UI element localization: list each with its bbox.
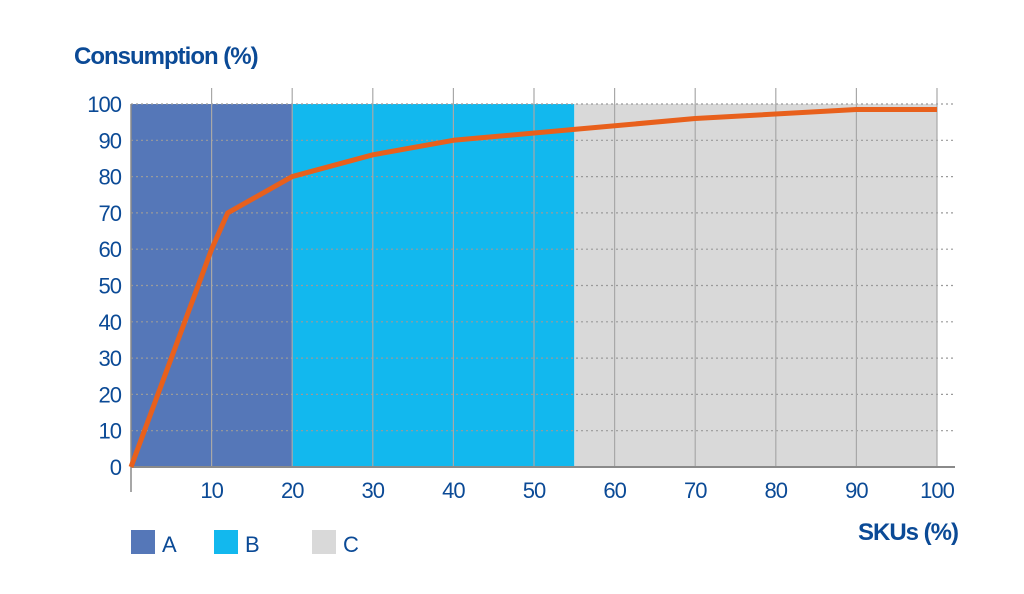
legend-swatch-c bbox=[312, 530, 336, 554]
y-tick-label: 40 bbox=[99, 310, 122, 335]
y-tick-label: 50 bbox=[99, 274, 122, 299]
x-tick-label: 40 bbox=[442, 478, 465, 503]
legend-swatch-b bbox=[214, 530, 238, 554]
x-tick-label: 100 bbox=[920, 478, 954, 503]
legend-label-a: A bbox=[162, 532, 177, 557]
legend-label-c: C bbox=[343, 532, 359, 557]
x-tick-label: 30 bbox=[362, 478, 385, 503]
x-tick-label: 90 bbox=[845, 478, 868, 503]
x-axis-title: SKUs (%) bbox=[858, 519, 958, 546]
x-tick-label: 70 bbox=[684, 478, 707, 503]
x-tick-label: 10 bbox=[200, 478, 223, 503]
y-tick-label: 30 bbox=[99, 346, 122, 371]
x-tick-label: 60 bbox=[603, 478, 626, 503]
y-tick-label: 20 bbox=[99, 382, 122, 407]
legend: A B C bbox=[131, 530, 360, 557]
x-tick-label: 80 bbox=[765, 478, 788, 503]
x-tick-label: 20 bbox=[281, 478, 304, 503]
y-tick-label: 90 bbox=[99, 128, 122, 153]
y-tick-label: 80 bbox=[99, 165, 122, 190]
y-tick-label: 70 bbox=[99, 201, 122, 226]
x-tick-label: 50 bbox=[523, 478, 546, 503]
y-tick-label: 10 bbox=[99, 419, 122, 444]
y-tick-label: 0 bbox=[110, 455, 122, 480]
y-tick-label: 100 bbox=[87, 92, 121, 117]
y-axis-title: Consumption (%) bbox=[74, 43, 258, 70]
consumption-curve bbox=[128, 106, 937, 468]
y-tick-label: 60 bbox=[99, 237, 122, 262]
legend-swatch-a bbox=[131, 530, 155, 554]
legend-label-b: B bbox=[245, 532, 259, 557]
